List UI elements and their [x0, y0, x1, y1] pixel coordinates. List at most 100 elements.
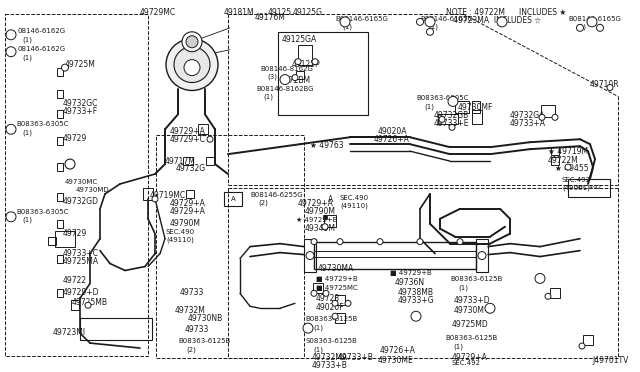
Circle shape — [292, 74, 298, 81]
Text: 49722M: 49722M — [548, 156, 579, 165]
Bar — [156, 135, 304, 358]
Text: 49125GA: 49125GA — [282, 35, 317, 44]
Bar — [186, 190, 194, 198]
Text: 49723MA  INCLUDES ☆: 49723MA INCLUDES ☆ — [453, 16, 541, 25]
Bar — [224, 192, 242, 206]
Text: 49730MC: 49730MC — [65, 179, 98, 185]
Text: B: B — [283, 77, 287, 82]
Text: 49729: 49729 — [63, 134, 87, 143]
Text: 49722: 49722 — [63, 276, 87, 285]
Text: B08363-6305C: B08363-6305C — [416, 96, 468, 102]
Text: 4972BM: 4972BM — [280, 76, 311, 84]
Circle shape — [303, 323, 313, 333]
Text: 49181M: 49181M — [224, 8, 255, 17]
Circle shape — [342, 18, 349, 25]
Text: 49726+A: 49726+A — [374, 135, 410, 144]
Circle shape — [577, 24, 584, 31]
Text: B08146-8162G: B08146-8162G — [260, 65, 313, 72]
Text: B: B — [590, 19, 594, 25]
Text: 49733: 49733 — [180, 288, 204, 297]
Text: (3): (3) — [267, 74, 277, 80]
Text: (49001): (49001) — [562, 185, 590, 192]
Text: B: B — [488, 306, 492, 311]
Text: 49729+A: 49729+A — [298, 199, 334, 208]
Circle shape — [539, 114, 545, 120]
Circle shape — [607, 84, 613, 90]
Text: A: A — [328, 195, 333, 204]
Circle shape — [306, 251, 314, 260]
Text: 49176M: 49176M — [255, 13, 286, 22]
Text: 49725MA: 49725MA — [63, 257, 99, 266]
Bar — [455, 102, 469, 113]
Circle shape — [587, 17, 597, 27]
Circle shape — [596, 24, 604, 31]
Circle shape — [545, 294, 551, 299]
Text: 49790M: 49790M — [170, 219, 201, 228]
Bar — [143, 188, 153, 200]
Circle shape — [439, 116, 445, 122]
Text: 49730MF: 49730MF — [458, 103, 493, 112]
Circle shape — [332, 313, 338, 319]
Text: ★ 49455: ★ 49455 — [555, 164, 589, 173]
Circle shape — [497, 17, 507, 27]
Circle shape — [552, 114, 558, 120]
Text: 49733+B: 49733+B — [312, 361, 348, 370]
Text: B: B — [9, 214, 13, 219]
Circle shape — [478, 251, 486, 260]
Text: (1): (1) — [22, 217, 32, 223]
Circle shape — [85, 302, 91, 308]
Text: B08146-6165G: B08146-6165G — [335, 16, 388, 22]
Text: (1): (1) — [458, 285, 468, 291]
Text: (1): (1) — [453, 343, 463, 350]
Circle shape — [448, 96, 458, 106]
Text: 49725MB: 49725MB — [72, 298, 108, 307]
Text: 49710R: 49710R — [590, 80, 620, 89]
Text: 49790M: 49790M — [305, 207, 336, 216]
Circle shape — [61, 64, 68, 71]
Text: B08146-6255G: B08146-6255G — [250, 192, 303, 198]
Bar — [57, 90, 63, 99]
Text: 49732M: 49732M — [175, 306, 206, 315]
Bar — [472, 110, 482, 124]
Text: 49717M: 49717M — [165, 157, 196, 166]
Text: 49723MI: 49723MI — [53, 328, 86, 337]
Text: B: B — [343, 19, 347, 25]
Text: A: A — [230, 196, 236, 202]
Circle shape — [579, 343, 585, 349]
Circle shape — [337, 239, 343, 245]
Text: B: B — [306, 326, 310, 331]
Circle shape — [282, 76, 289, 83]
Bar — [206, 157, 214, 165]
Bar — [323, 215, 327, 219]
Text: 49733+B: 49733+B — [338, 353, 374, 362]
Bar — [568, 179, 610, 197]
Circle shape — [425, 17, 435, 27]
Text: ■ 49729+B: ■ 49729+B — [390, 270, 432, 276]
Text: 49729MC: 49729MC — [140, 8, 176, 17]
Circle shape — [417, 18, 424, 25]
Text: B: B — [500, 19, 504, 25]
Text: 49729+C: 49729+C — [170, 135, 206, 144]
Text: ■ 49729+B: ■ 49729+B — [316, 276, 358, 282]
Text: (49110): (49110) — [166, 237, 194, 243]
Text: 49729+A: 49729+A — [170, 207, 206, 216]
Bar — [57, 254, 63, 263]
Text: 49020F: 49020F — [316, 303, 344, 312]
Text: B08363-6305C: B08363-6305C — [16, 121, 68, 127]
Circle shape — [174, 47, 210, 83]
Circle shape — [565, 164, 571, 170]
Bar — [48, 237, 56, 245]
Text: (1): (1) — [313, 324, 323, 331]
Text: 49730ME: 49730ME — [378, 356, 413, 365]
Circle shape — [332, 300, 338, 306]
Text: 49725MD: 49725MD — [452, 320, 489, 329]
Text: ★ 49719M: ★ 49719M — [548, 147, 588, 156]
Bar — [278, 32, 368, 115]
Text: (49110): (49110) — [340, 203, 368, 209]
Bar — [335, 313, 345, 323]
Text: (1): (1) — [22, 37, 32, 43]
Circle shape — [426, 28, 433, 35]
Circle shape — [6, 30, 16, 40]
Circle shape — [280, 74, 290, 84]
Text: (2): (2) — [258, 200, 268, 206]
